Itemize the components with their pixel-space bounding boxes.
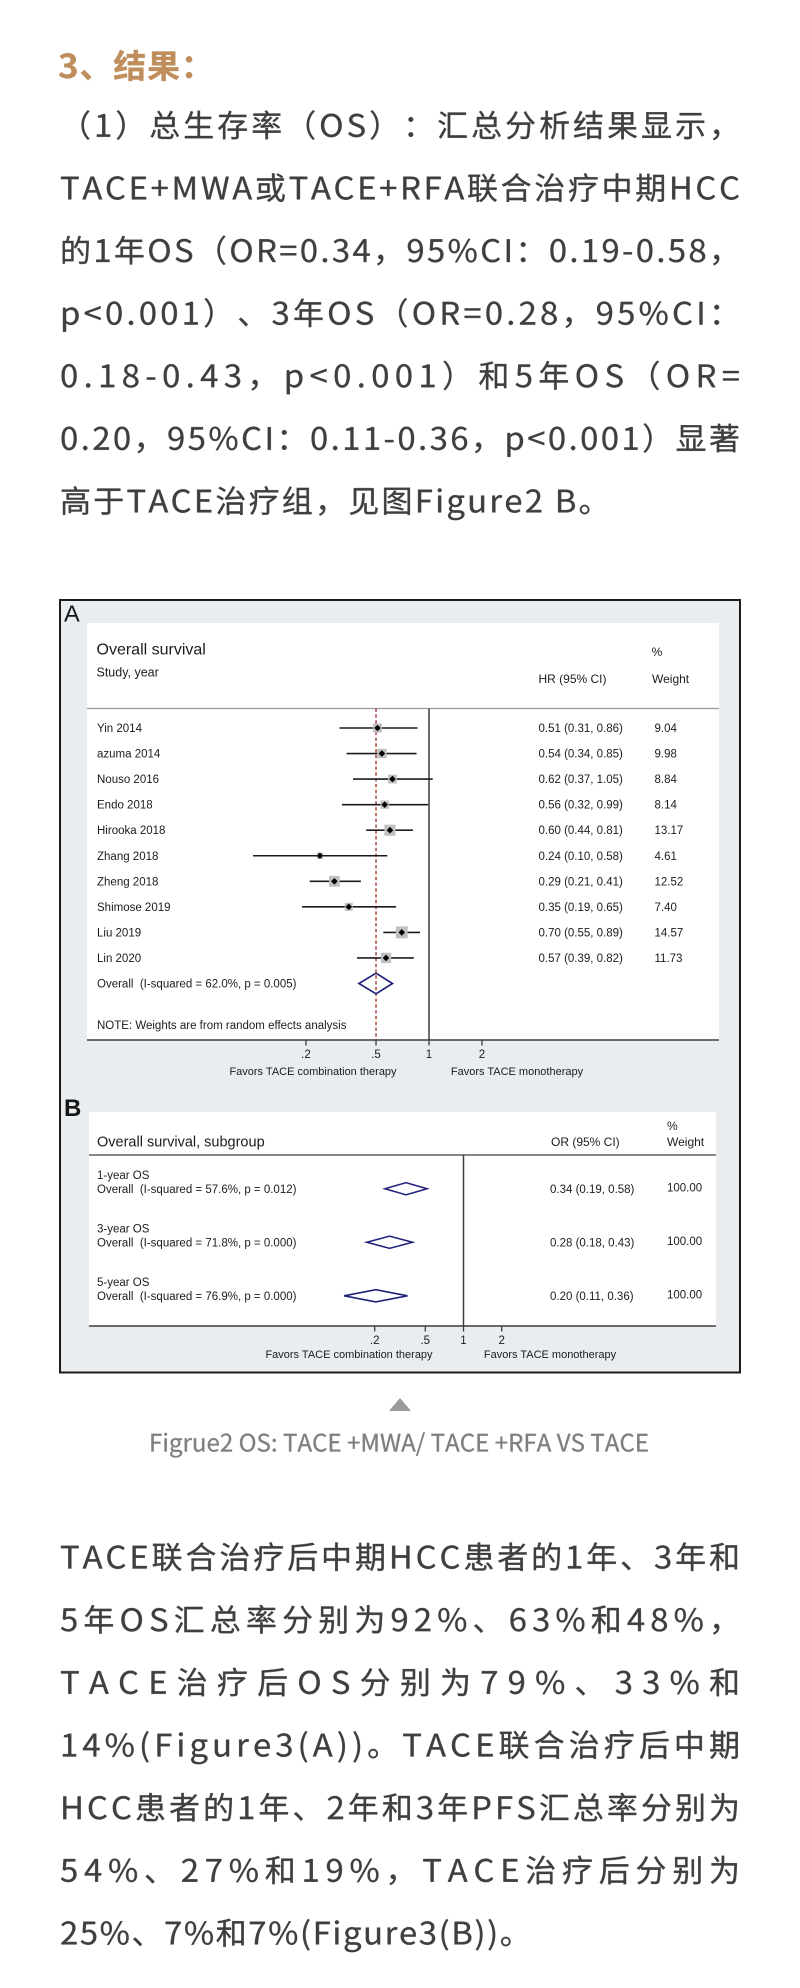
svg-text:OR (95% CI): OR (95% CI): [551, 1135, 620, 1149]
svg-text:0.34 (0.19, 0.58): 0.34 (0.19, 0.58): [550, 1184, 635, 1196]
svg-text:2: 2: [499, 1335, 505, 1347]
svg-text:Nouso 2016: Nouso 2016: [97, 774, 159, 786]
svg-text:Study, year: Study, year: [97, 666, 159, 680]
svg-text:Favors TACE combination therap: Favors TACE combination therapy: [265, 1349, 433, 1361]
svg-text:14.57: 14.57: [655, 927, 684, 939]
svg-text:0.57 (0.39, 0.82): 0.57 (0.39, 0.82): [539, 953, 624, 965]
svg-text:100.00: 100.00: [667, 1182, 702, 1194]
svg-text:0.54 (0.34, 0.85): 0.54 (0.34, 0.85): [539, 749, 624, 761]
svg-text:Overall survival, subgroup: Overall survival, subgroup: [97, 1135, 265, 1151]
svg-text:1-year OS: 1-year OS: [97, 1170, 150, 1182]
svg-text:Yin 2014: Yin 2014: [97, 723, 143, 735]
svg-text:Weight: Weight: [652, 672, 690, 686]
svg-text:0.60 (0.44, 0.81): 0.60 (0.44, 0.81): [539, 825, 624, 837]
svg-text:9.04: 9.04: [655, 723, 678, 735]
svg-text:9.98: 9.98: [655, 749, 677, 761]
svg-text:4.61: 4.61: [655, 851, 677, 863]
svg-text:11.73: 11.73: [655, 953, 683, 965]
svg-text:100.00: 100.00: [667, 1289, 702, 1301]
svg-text:1: 1: [426, 1049, 432, 1061]
svg-text:0.35 (0.19, 0.65): 0.35 (0.19, 0.65): [539, 902, 624, 914]
svg-text:A: A: [64, 601, 80, 627]
svg-text:13.17: 13.17: [655, 825, 684, 837]
svg-text:B: B: [64, 1095, 81, 1122]
svg-text:Liu 2019: Liu 2019: [97, 927, 141, 939]
svg-text:Overall (I-squared = 76.9%, p: Overall (I-squared = 76.9%, p = 0.000): [97, 1291, 297, 1303]
svg-text:Favors TACE monotherapy: Favors TACE monotherapy: [451, 1066, 584, 1078]
svg-text:HR (95% CI): HR (95% CI): [539, 672, 607, 686]
svg-text:0.51 (0.31, 0.86): 0.51 (0.31, 0.86): [539, 723, 624, 735]
svg-text:3-year OS: 3-year OS: [97, 1224, 150, 1236]
svg-text:0.29 (0.21, 0.41): 0.29 (0.21, 0.41): [539, 876, 624, 888]
svg-text:.5: .5: [420, 1335, 430, 1347]
svg-text:0.62 (0.37, 1.05): 0.62 (0.37, 1.05): [539, 774, 624, 786]
svg-text:1: 1: [460, 1335, 466, 1347]
svg-text:12.52: 12.52: [655, 876, 684, 888]
svg-text:8.84: 8.84: [655, 774, 678, 786]
svg-text:2: 2: [479, 1049, 485, 1061]
svg-text:0.56 (0.32, 0.99): 0.56 (0.32, 0.99): [539, 800, 624, 812]
svg-text:Endo 2018: Endo 2018: [97, 800, 153, 812]
svg-text:Zheng 2018: Zheng 2018: [97, 876, 158, 888]
svg-text:Shimose 2019: Shimose 2019: [97, 902, 171, 914]
svg-text:0.28 (0.18, 0.43): 0.28 (0.18, 0.43): [550, 1237, 635, 1249]
svg-text:Hirooka 2018: Hirooka 2018: [97, 825, 165, 837]
svg-text:Favors TACE combination therap: Favors TACE combination therapy: [229, 1066, 397, 1078]
svg-text:Weight: Weight: [667, 1135, 705, 1149]
svg-text:0.70 (0.55, 0.89): 0.70 (0.55, 0.89): [539, 927, 624, 939]
svg-text:0.20 (0.11, 0.36): 0.20 (0.11, 0.36): [550, 1291, 634, 1303]
svg-text:Overall (I-squared = 57.6%, p: Overall (I-squared = 57.6%, p = 0.012): [97, 1184, 297, 1196]
svg-text:.2: .2: [370, 1335, 380, 1347]
svg-text:Overall (I-squared = 62.0%, p: Overall (I-squared = 62.0%, p = 0.005): [97, 979, 297, 991]
svg-text:5-year OS: 5-year OS: [97, 1277, 150, 1289]
svg-text:Overall (I-squared = 71.8%, p: Overall (I-squared = 71.8%, p = 0.000): [97, 1237, 297, 1249]
svg-text:azuma 2014: azuma 2014: [97, 749, 161, 761]
svg-text:8.14: 8.14: [655, 800, 678, 812]
svg-text:NOTE: Weights are from random: NOTE: Weights are from random effects an…: [97, 1020, 347, 1032]
svg-text:Overall survival: Overall survival: [97, 642, 206, 659]
svg-text:%: %: [667, 1119, 678, 1133]
svg-text:Favors TACE monotherapy: Favors TACE monotherapy: [484, 1349, 617, 1361]
svg-text:.2: .2: [301, 1049, 311, 1061]
svg-text:%: %: [652, 645, 663, 659]
svg-text:7.40: 7.40: [655, 902, 677, 914]
svg-text:0.24 (0.10, 0.58): 0.24 (0.10, 0.58): [539, 851, 624, 863]
svg-text:Lin 2020: Lin 2020: [97, 953, 141, 965]
svg-text:Zhang 2018: Zhang 2018: [97, 851, 158, 863]
svg-text:.5: .5: [371, 1049, 381, 1061]
svg-text:100.00: 100.00: [667, 1236, 702, 1248]
